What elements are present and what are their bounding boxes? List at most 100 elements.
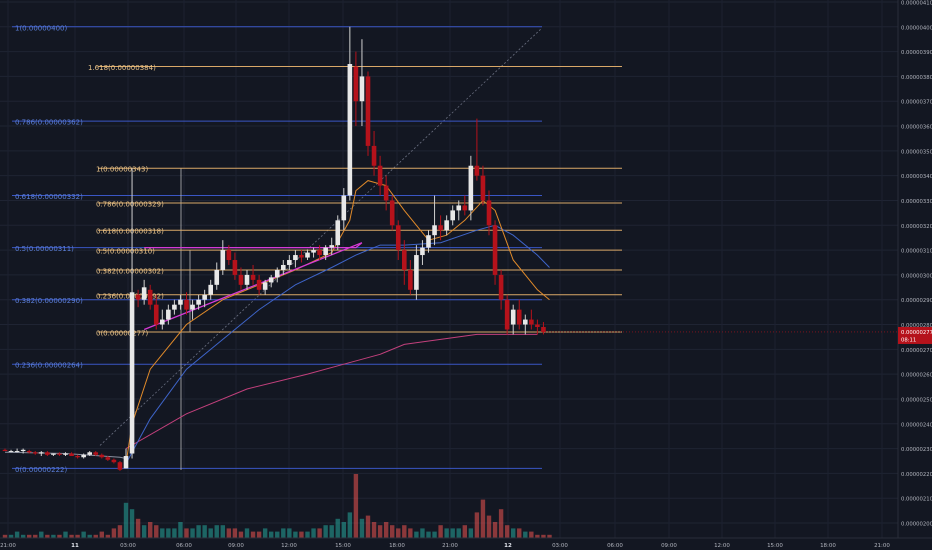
price-tick-label: 0.00000340 bbox=[901, 174, 932, 180]
candle-body bbox=[353, 66, 359, 102]
volume-bar bbox=[14, 531, 20, 538]
price-tick-label: 0.00000250 bbox=[901, 397, 932, 403]
candle-body bbox=[81, 454, 86, 458]
candle-body bbox=[402, 250, 407, 270]
candle-body bbox=[63, 453, 68, 455]
volume-bar bbox=[148, 522, 153, 538]
volume-bar bbox=[414, 531, 419, 538]
candle-body bbox=[190, 304, 195, 310]
candle-body bbox=[311, 250, 316, 253]
candle-body bbox=[32, 452, 38, 454]
price-tick-label: 0.00000400 bbox=[901, 25, 932, 31]
volume-bar bbox=[396, 528, 401, 538]
price-tick-label: 0.00000260 bbox=[901, 373, 932, 379]
volume-bar bbox=[492, 522, 498, 538]
time-tick-label: 12:00 bbox=[281, 543, 297, 549]
volume-bar bbox=[123, 502, 129, 538]
candle-body bbox=[172, 304, 177, 310]
candle-body bbox=[432, 225, 437, 236]
candle-body bbox=[250, 274, 256, 280]
price-tick-label: 0.00000390 bbox=[901, 50, 932, 56]
volume-bar bbox=[220, 525, 225, 538]
fib-level-label: 1(0.00000343) bbox=[96, 166, 148, 174]
candle-body bbox=[141, 287, 147, 300]
candle-body bbox=[535, 324, 540, 328]
volume-bar bbox=[166, 528, 171, 538]
trend-drawing-layer bbox=[143, 242, 363, 331]
candle-body bbox=[305, 252, 310, 258]
candle-body bbox=[153, 304, 159, 325]
candle-body bbox=[178, 299, 183, 305]
time-tick-label: 09:00 bbox=[228, 543, 244, 549]
volume-bar bbox=[190, 528, 195, 538]
volume-bar bbox=[75, 534, 80, 538]
volume-bar bbox=[541, 534, 546, 538]
volume-bar bbox=[323, 525, 328, 538]
candle-body bbox=[541, 327, 546, 332]
candle-body bbox=[14, 451, 20, 453]
time-tick-label: 12 bbox=[504, 543, 512, 549]
candle-body bbox=[202, 294, 207, 300]
fib-level-label: 0.5(0.00000310) bbox=[96, 248, 155, 256]
fib-level-label: 0.236(0.00000264) bbox=[15, 362, 83, 370]
candle-body bbox=[383, 185, 389, 201]
candle-body bbox=[462, 205, 468, 211]
candle-body bbox=[468, 165, 474, 211]
candle-body bbox=[486, 200, 492, 226]
candle-body bbox=[510, 309, 516, 325]
candle-body bbox=[20, 449, 26, 452]
fib-level-label: 0.618(0.00000318) bbox=[96, 228, 164, 236]
volume-bar bbox=[105, 534, 111, 538]
candle-body bbox=[105, 457, 111, 460]
candle-body bbox=[123, 456, 129, 469]
time-tick-label: 06:00 bbox=[176, 543, 192, 549]
candle-body bbox=[87, 452, 92, 455]
countdown-value: 08:11 bbox=[901, 337, 916, 343]
price-tick-label: 0.00000350 bbox=[901, 149, 932, 155]
time-tick-label: 21:00 bbox=[442, 543, 458, 549]
volume-bar bbox=[456, 528, 461, 538]
volume-bar bbox=[57, 534, 62, 538]
moving-average-layer bbox=[4, 180, 550, 464]
price-tick-label: 0.00000360 bbox=[901, 125, 932, 131]
volume-bar bbox=[547, 534, 552, 538]
volume-bar bbox=[517, 528, 522, 538]
volume-bar bbox=[317, 528, 322, 538]
volume-bar bbox=[117, 525, 123, 538]
candle-body bbox=[317, 250, 322, 256]
volume-bar bbox=[99, 531, 104, 538]
candle-body bbox=[480, 175, 486, 201]
time-tick-label: 18:00 bbox=[820, 543, 836, 549]
candle-body bbox=[129, 292, 135, 454]
volume-bar bbox=[377, 525, 383, 538]
candle-body bbox=[377, 165, 383, 186]
time-tick-label: 11 bbox=[71, 543, 79, 549]
volume-bar bbox=[450, 528, 455, 538]
candle-body bbox=[26, 451, 32, 453]
last-price-value: 0.00000277 bbox=[901, 330, 932, 336]
volume-bar bbox=[365, 515, 371, 538]
price-tick-label: 0.00000380 bbox=[901, 75, 932, 81]
volume-bar bbox=[468, 528, 474, 538]
last-price-tag bbox=[898, 326, 932, 344]
price-tick-label: 0.00000300 bbox=[901, 273, 932, 279]
volume-bar bbox=[226, 528, 232, 538]
volume-bar bbox=[172, 528, 177, 538]
candle-body bbox=[274, 269, 280, 278]
candle-body bbox=[456, 205, 462, 211]
volume-bar bbox=[27, 534, 32, 538]
volume-bar bbox=[359, 518, 365, 538]
candle-body bbox=[450, 210, 455, 221]
candle-body bbox=[371, 145, 377, 166]
candle-body bbox=[329, 245, 334, 248]
time-tick-label: 18:00 bbox=[389, 543, 405, 549]
candle-body bbox=[438, 225, 443, 231]
price-tick-label: 0.00000210 bbox=[901, 497, 932, 503]
volume-bar bbox=[462, 525, 467, 538]
price-tick-label: 0.00000320 bbox=[901, 224, 932, 230]
volume-bar bbox=[444, 528, 449, 538]
volume-bar bbox=[87, 534, 92, 538]
candle-body bbox=[45, 452, 50, 455]
volume-bar bbox=[402, 525, 407, 538]
